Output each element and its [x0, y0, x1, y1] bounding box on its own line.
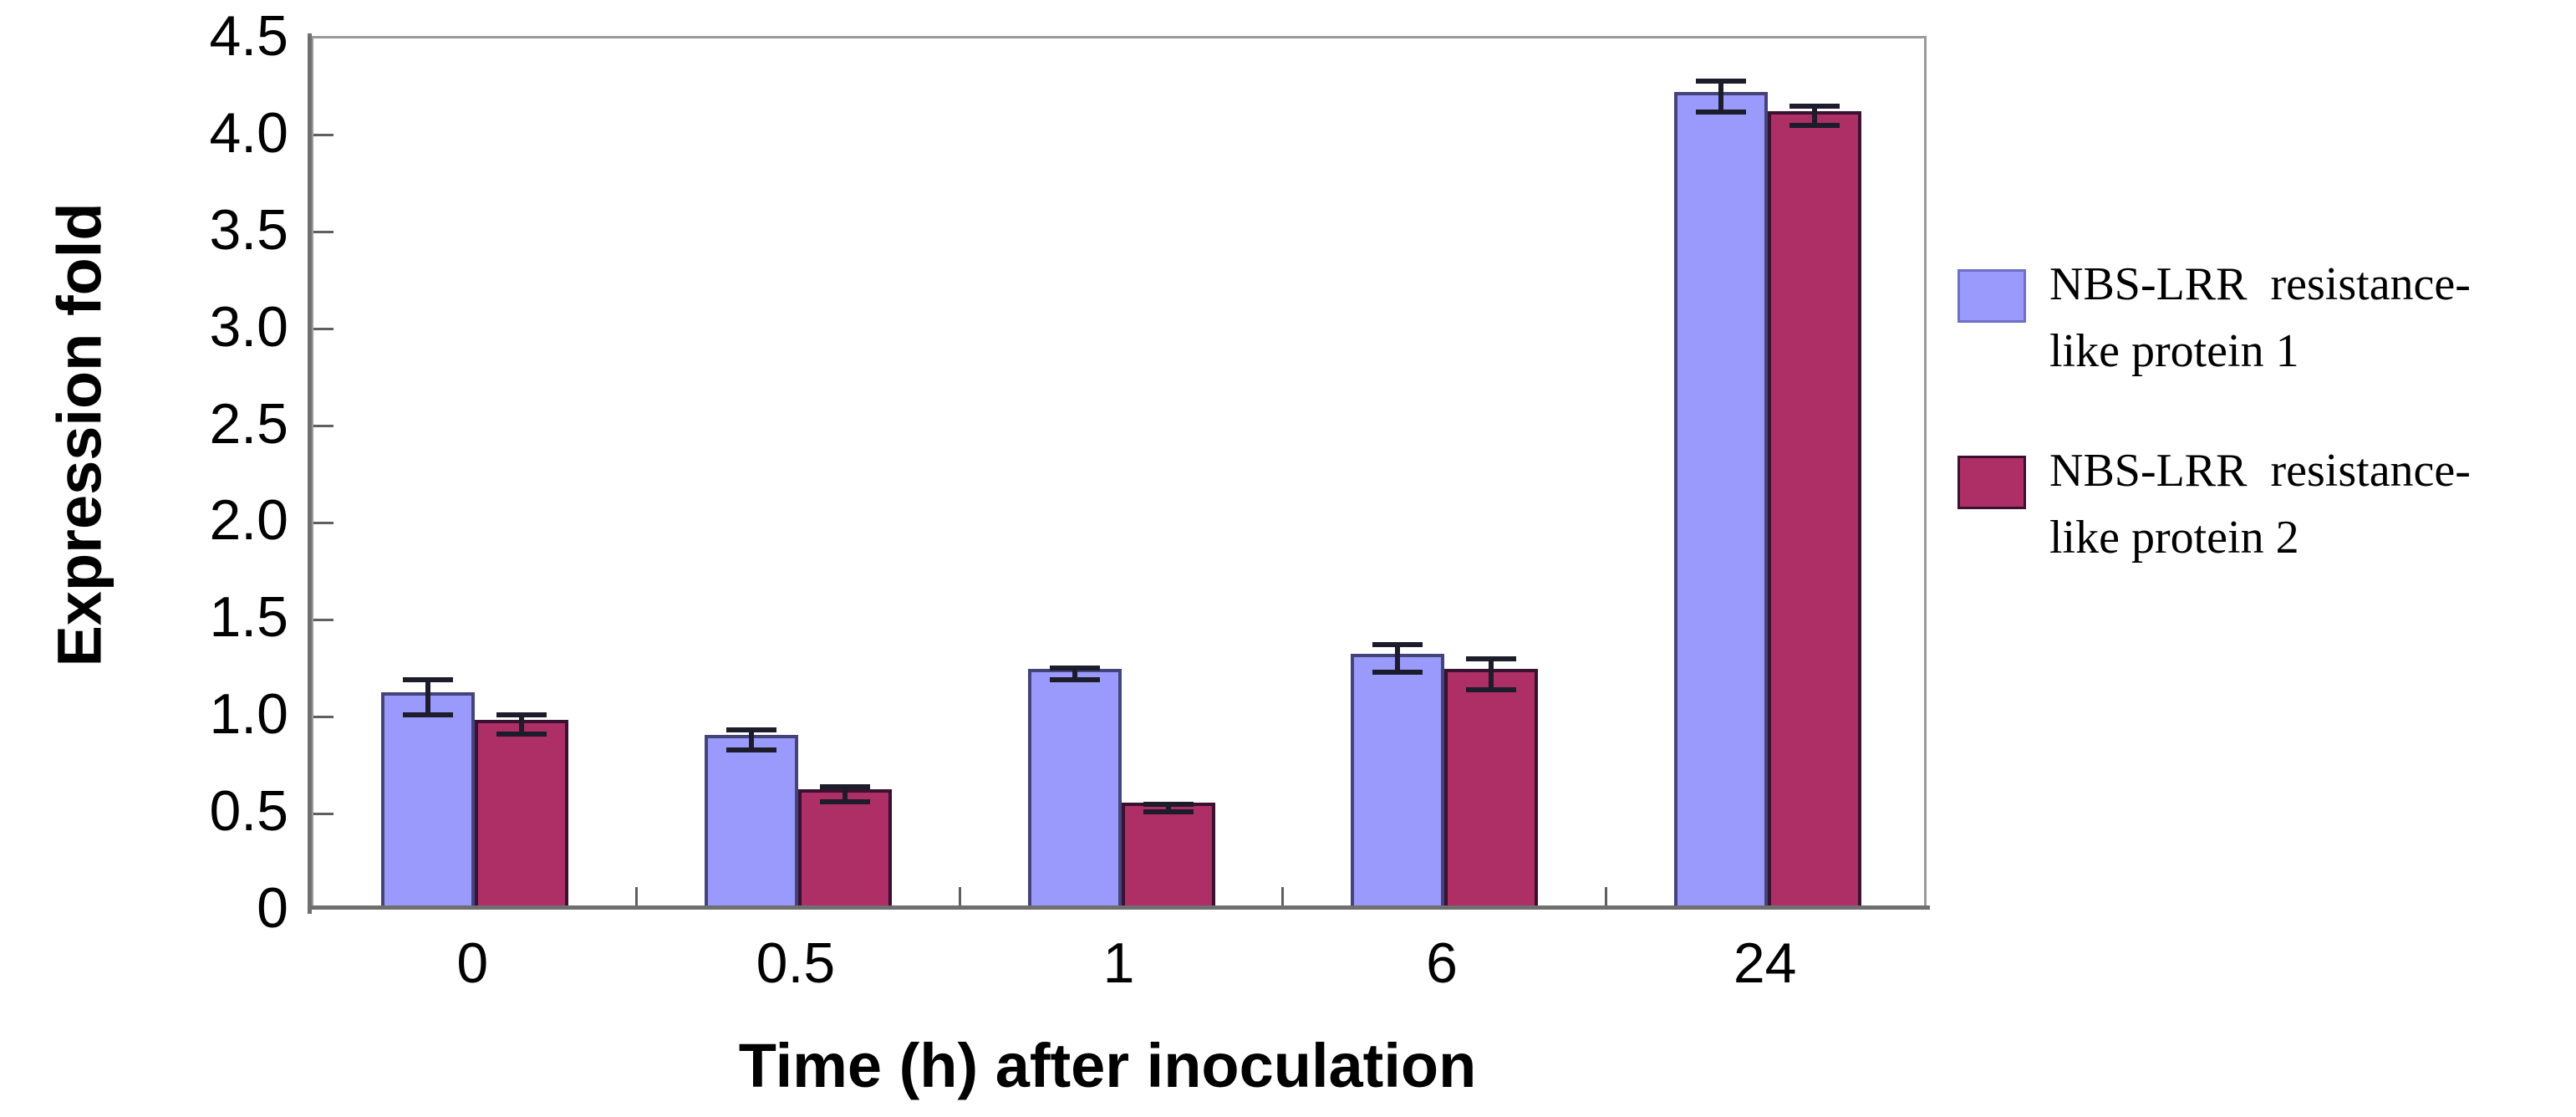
- y-tick-label: 3.0: [209, 294, 288, 359]
- error-bar: [842, 786, 848, 803]
- legend-label-line: like protein 1: [2049, 325, 2299, 377]
- error-bar-cap: [725, 747, 776, 752]
- x-axis-line: [308, 905, 1930, 910]
- y-tick-label: 1.5: [209, 585, 288, 650]
- error-bar-cap: [725, 727, 776, 733]
- plot-area: [311, 36, 1927, 908]
- legend-label-line: NBS-LRR resistance-: [2049, 445, 2471, 497]
- legend-swatch-protein-2: [1957, 456, 2026, 509]
- bar-nbs-lrr-resistance-like-protein-2: [1444, 669, 1539, 905]
- y-tick-mark: [313, 618, 333, 621]
- bar-nbs-lrr-resistance-like-protein-1: [1351, 653, 1445, 905]
- error-bar: [425, 680, 431, 715]
- y-tick-mark: [313, 521, 333, 524]
- legend-entry-protein-2: NBS-LRR resistance- like protein 2: [1957, 437, 2471, 571]
- error-bar-cap: [1049, 666, 1100, 671]
- y-axis-line: [308, 33, 312, 914]
- bar-nbs-lrr-resistance-like-protein-2: [1767, 110, 1861, 905]
- error-bar-cap: [819, 783, 870, 789]
- error-bar: [1811, 106, 1817, 126]
- x-tick-label: 0: [456, 931, 489, 995]
- error-bar-cap: [1143, 808, 1194, 814]
- y-tick-mark: [313, 812, 333, 815]
- error-bar-cap: [819, 799, 870, 805]
- y-tick-mark: [313, 328, 333, 331]
- error-bar-cap: [1143, 801, 1194, 807]
- y-tick-mark: [313, 715, 333, 718]
- bar-nbs-lrr-resistance-like-protein-1: [1027, 669, 1122, 905]
- error-bar-cap: [403, 677, 454, 683]
- x-tick-label: 1: [1102, 931, 1135, 995]
- error-bar-cap: [1695, 110, 1746, 115]
- legend-entry-protein-1: NBS-LRR resistance- like protein 1: [1957, 251, 2471, 385]
- legend-label-protein-2: NBS-LRR resistance- like protein 2: [2049, 437, 2471, 571]
- error-bar-cap: [1695, 78, 1746, 84]
- y-axis-title: Expression fold: [44, 202, 115, 667]
- error-bar: [1718, 80, 1723, 113]
- y-tick-mark: [313, 425, 333, 428]
- error-bar: [1489, 658, 1494, 690]
- bar-nbs-lrr-resistance-like-protein-2: [797, 788, 892, 905]
- error-bar-cap: [1049, 677, 1100, 683]
- y-tick-mark: [313, 134, 333, 137]
- error-bar-cap: [1789, 104, 1840, 110]
- legend-label-line: like protein 2: [2049, 512, 2299, 564]
- x-tick-mark: [958, 887, 961, 905]
- legend-swatch-protein-1: [1957, 269, 2026, 323]
- error-bar-cap: [1789, 123, 1840, 129]
- bar-nbs-lrr-resistance-like-protein-2: [475, 719, 569, 905]
- y-tick-label: 3.5: [209, 197, 288, 262]
- x-tick-mark: [635, 887, 639, 905]
- x-tick-mark: [1604, 887, 1607, 905]
- error-bar-cap: [496, 712, 547, 717]
- error-bar-cap: [496, 732, 547, 737]
- x-axis-title: Time (h) after inoculation: [738, 1031, 1477, 1100]
- error-bar: [519, 714, 525, 735]
- error-bar-cap: [1466, 686, 1517, 692]
- y-tick-label: 2.0: [209, 488, 288, 553]
- y-tick-label: 4.5: [209, 4, 288, 68]
- y-tick-label: 0.5: [209, 779, 288, 844]
- error-bar-cap: [1466, 655, 1517, 661]
- bar-nbs-lrr-resistance-like-protein-2: [1121, 803, 1215, 905]
- x-tick-label: 0.5: [756, 931, 836, 995]
- bar-nbs-lrr-resistance-like-protein-1: [381, 692, 476, 905]
- y-tick-label: 0: [257, 876, 288, 940]
- error-bar-cap: [1372, 669, 1423, 675]
- x-tick-label: 24: [1733, 931, 1797, 995]
- error-bar: [1395, 645, 1401, 672]
- error-bar: [748, 730, 754, 750]
- legend-label-protein-1: NBS-LRR resistance- like protein 1: [2049, 251, 2471, 385]
- error-bar: [1072, 668, 1077, 681]
- legend-label-line: NBS-LRR resistance-: [2049, 258, 2471, 310]
- y-tick-label: 4.0: [209, 100, 288, 165]
- bar-nbs-lrr-resistance-like-protein-1: [1673, 91, 1768, 905]
- error-bar-cap: [403, 712, 454, 717]
- legend: NBS-LRR resistance- like protein 1 NBS-L…: [1957, 251, 2471, 624]
- x-tick-label: 6: [1426, 931, 1458, 995]
- error-bar-cap: [1372, 642, 1423, 648]
- y-tick-mark: [313, 231, 333, 234]
- bar-nbs-lrr-resistance-like-protein-1: [704, 735, 798, 905]
- error-bar: [1165, 803, 1171, 812]
- y-tick-label: 2.5: [209, 391, 288, 456]
- x-tick-mark: [1281, 887, 1285, 905]
- y-tick-label: 1.0: [209, 682, 288, 747]
